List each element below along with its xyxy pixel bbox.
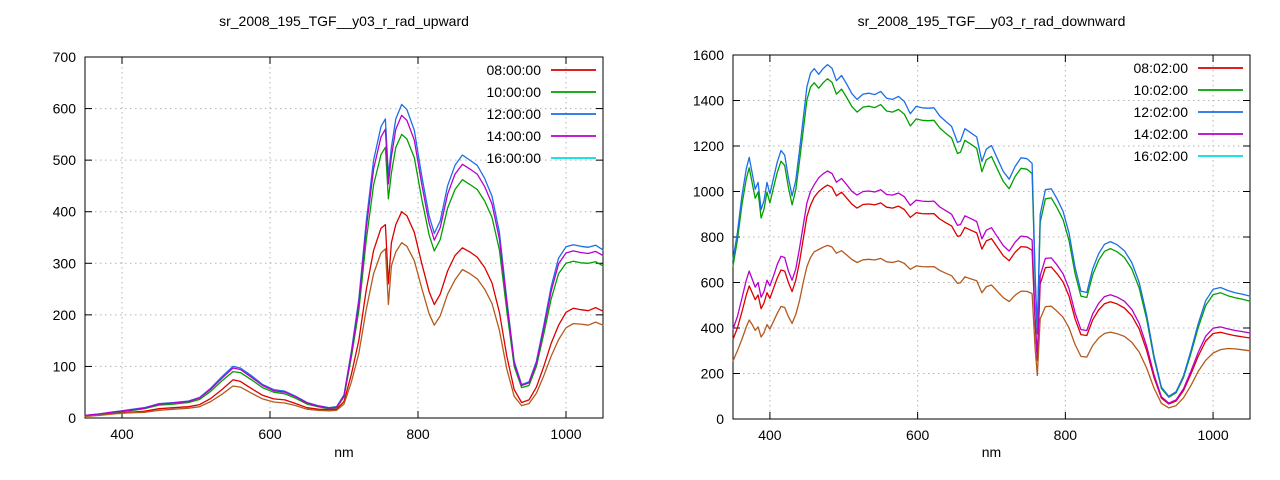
y-axis-tick-label: 400 xyxy=(701,320,725,336)
x-axis-tick-label: 400 xyxy=(758,427,782,443)
legend-label: 14:02:00 xyxy=(1134,126,1189,142)
legend-label: 14:00:00 xyxy=(487,128,542,144)
legend-label: 10:02:00 xyxy=(1134,82,1189,98)
y-axis-tick-label: 200 xyxy=(53,307,77,323)
x-axis-tick-label: 600 xyxy=(906,427,930,443)
y-axis-tick-label: 700 xyxy=(53,49,77,65)
legend-label: 08:02:00 xyxy=(1134,60,1189,76)
x-axis-tick-label: 400 xyxy=(110,426,134,442)
legend-label: 08:00:00 xyxy=(487,62,542,78)
series-line xyxy=(84,211,604,417)
x-axis-tick-label: 600 xyxy=(258,426,282,442)
y-axis-tick-label: 400 xyxy=(53,204,77,220)
legend-label: 16:02:00 xyxy=(1134,148,1189,164)
series-line xyxy=(732,78,1251,398)
series-line xyxy=(732,244,1251,409)
series-line xyxy=(84,133,604,417)
legend-label: 10:00:00 xyxy=(487,84,542,100)
y-axis-tick-label: 800 xyxy=(701,229,725,245)
y-axis-tick-label: 1400 xyxy=(693,93,724,109)
y-axis-tick-label: 500 xyxy=(53,152,77,168)
y-axis-tick-label: 100 xyxy=(53,358,77,374)
legend-label: 16:00:00 xyxy=(487,150,542,166)
y-axis-tick-label: 600 xyxy=(701,275,725,291)
y-axis-tick-label: 0 xyxy=(68,410,76,426)
y-axis-tick-label: 1200 xyxy=(693,138,724,154)
legend-label: 12:02:00 xyxy=(1134,104,1189,120)
legend: 08:02:00 10:02:00 12:02:00 14:02:00 16:02:00 xyxy=(1134,60,1243,164)
y-axis-tick-label: 1600 xyxy=(693,47,724,63)
y-axis-tick-label: 300 xyxy=(53,255,77,271)
y-axis-tick-label: 1000 xyxy=(693,184,724,200)
series-line xyxy=(84,114,604,417)
chart-title-downward: sr_2008_195_TGF__y03_r_rad_downward xyxy=(857,13,1126,29)
x-axis-label-downward: nm xyxy=(981,444,1002,460)
x-axis-tick-label: 1000 xyxy=(1197,427,1228,443)
series-line xyxy=(84,242,604,418)
y-axis-tick-label: 0 xyxy=(716,411,724,427)
x-axis-tick-label: 1000 xyxy=(550,426,581,442)
chart-downward: 0 200 400 600 800 1000 1200 1400 1600 400 600 800 10… xyxy=(693,47,1251,443)
chart-title-upward: sr_2008_195_TGF__y03_r_rad_upward xyxy=(219,13,469,29)
chart-upward: 0 100 200 300 400 500 600 700 400 600 800 1000 08:00… xyxy=(53,49,604,442)
x-axis-label-upward: nm xyxy=(334,444,354,460)
legend: 08:00:00 10:00:00 12:00:00 14:00:00 16:00:00 xyxy=(487,62,596,166)
legend-label: 12:00:00 xyxy=(487,106,542,122)
plot-border xyxy=(84,56,604,419)
x-axis-tick-label: 800 xyxy=(406,426,430,442)
y-axis-tick-label: 600 xyxy=(53,101,77,117)
series-line xyxy=(732,63,1251,397)
x-axis-tick-label: 800 xyxy=(1054,427,1078,443)
series-line xyxy=(732,184,1251,405)
y-axis-tick-label: 200 xyxy=(701,366,725,382)
series-line xyxy=(732,170,1251,404)
